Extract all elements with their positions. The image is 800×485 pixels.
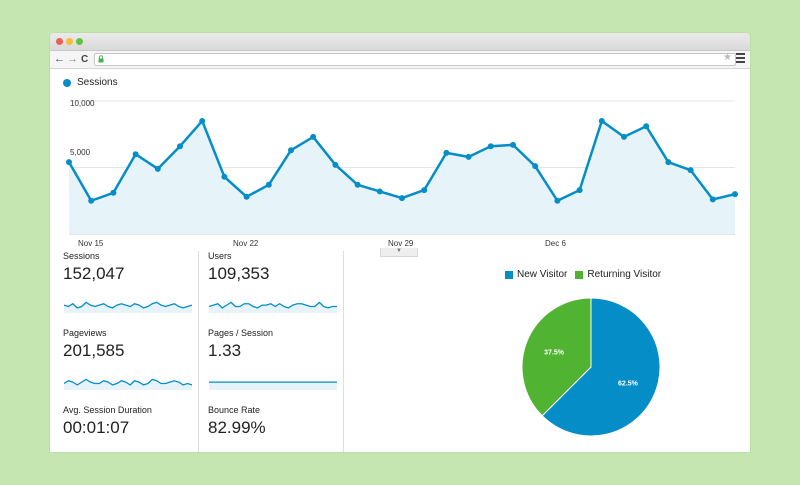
data-point [88, 197, 95, 204]
data-point [621, 133, 627, 140]
metric-value: 201,585 [63, 341, 125, 360]
metric-pages-per-session[interactable]: Pages / Session 1.33 [208, 328, 343, 404]
title-bar [50, 33, 750, 51]
data-point [487, 143, 494, 150]
data-point [154, 165, 161, 172]
menu-icon[interactable] [736, 53, 745, 65]
data-point [110, 189, 117, 196]
legend-label: New Visitor [517, 269, 568, 280]
metric-sessions[interactable]: Sessions 152,047 [63, 251, 198, 327]
analytics-dashboard: Sessions 10,000 5,000 Nov 15 Nov 22 Nov … [50, 69, 750, 452]
browser-toolbar: ← → C ★ [50, 51, 750, 69]
data-point [310, 133, 317, 140]
metric-label: Avg. Session Duration [63, 405, 152, 415]
x-tick-label: Dec 6 [545, 239, 566, 248]
data-point [421, 187, 428, 194]
sparkline [64, 301, 192, 313]
sessions-legend: Sessions [63, 77, 118, 88]
metric-label: Users [208, 251, 232, 261]
metric-bounce-rate[interactable]: Bounce Rate 82.99% [208, 405, 343, 452]
y-tick-label: 5,000 [70, 148, 91, 157]
data-point [221, 173, 228, 180]
data-point [643, 123, 650, 130]
data-point [132, 151, 139, 158]
data-point [177, 143, 183, 150]
data-point [709, 196, 716, 203]
data-point [554, 197, 561, 204]
sparkline-area [209, 382, 337, 390]
address-bar[interactable]: ★ [94, 52, 736, 66]
data-point [288, 147, 294, 154]
data-point [332, 161, 339, 168]
legend-item-new-visitor[interactable]: New Visitor [505, 269, 567, 280]
metric-value: 1.33 [208, 341, 242, 360]
sparkline [209, 301, 337, 313]
data-point [465, 153, 472, 160]
data-point [598, 117, 605, 124]
x-tick-label: Nov 22 [233, 239, 259, 248]
metric-label: Bounce Rate [208, 405, 261, 415]
data-point [243, 193, 250, 200]
data-point [532, 163, 539, 170]
visitor-pie-chart: 62.5% 37.5% [521, 297, 661, 437]
data-point [199, 117, 206, 124]
sparkline-line [64, 301, 192, 309]
pie-slice [541, 297, 661, 437]
sessions-line-chart [66, 100, 738, 235]
bookmark-star-icon[interactable]: ★ [723, 52, 732, 63]
data-point [66, 159, 72, 166]
data-point [376, 188, 383, 195]
collapse-chart-handle[interactable]: ▼ [380, 248, 418, 257]
pie-slice [521, 297, 592, 417]
reload-icon[interactable]: C [81, 54, 89, 65]
data-point [354, 181, 361, 188]
legend-label: Returning Visitor [587, 269, 662, 280]
data-point [443, 149, 450, 156]
browser-window: ← → C ★ Sessions 10,000 5,000 Nov 15 Nov… [50, 33, 750, 452]
sparkline [209, 381, 337, 390]
metric-users[interactable]: Users 109,353 [208, 251, 343, 327]
data-point [665, 159, 672, 166]
forward-arrow-icon[interactable]: → [67, 53, 78, 65]
data-point [510, 141, 516, 148]
metric-label: Sessions [63, 251, 100, 261]
data-point [265, 181, 272, 188]
data-point [687, 167, 694, 174]
legend-swatch [575, 270, 584, 279]
metric-value: 109,353 [208, 264, 270, 283]
pie-slice-label: 62.5% [618, 380, 639, 387]
sessions-area [69, 120, 735, 234]
sparkline-line [209, 301, 337, 309]
sparkline-line [64, 378, 192, 386]
divider [343, 251, 344, 452]
legend-item-returning-visitor[interactable]: Returning Visitor [575, 269, 661, 280]
metric-avg-session-duration[interactable]: Avg. Session Duration 00:01:07 [63, 405, 198, 452]
pie-slice-label: 37.5% [544, 350, 565, 357]
data-point [399, 195, 405, 202]
metric-value: 152,047 [63, 264, 125, 283]
y-tick-label: 10,000 [70, 99, 95, 108]
data-point [732, 191, 738, 198]
sparkline-area [64, 379, 192, 390]
maximize-window-button[interactable] [76, 38, 83, 45]
data-point [576, 187, 583, 194]
lock-icon [98, 55, 104, 63]
back-arrow-icon[interactable]: ← [54, 53, 65, 65]
divider [198, 251, 199, 452]
metric-label: Pageviews [63, 328, 107, 338]
minimize-window-button[interactable] [66, 38, 73, 45]
sparkline [64, 378, 192, 390]
close-window-button[interactable] [56, 38, 63, 45]
legend-dot [63, 78, 71, 87]
metric-label: Pages / Session [208, 328, 274, 338]
metric-pageviews[interactable]: Pageviews 201,585 [63, 328, 198, 404]
x-tick-label: Nov 29 [388, 239, 414, 248]
legend-swatch [505, 270, 513, 279]
metric-value: 00:01:07 [63, 418, 130, 437]
visitor-legend: New Visitor Returning Visitor [505, 269, 669, 280]
x-tick-label: Nov 15 [78, 239, 104, 248]
metric-value: 82.99% [208, 418, 266, 437]
legend-label: Sessions [77, 77, 118, 88]
